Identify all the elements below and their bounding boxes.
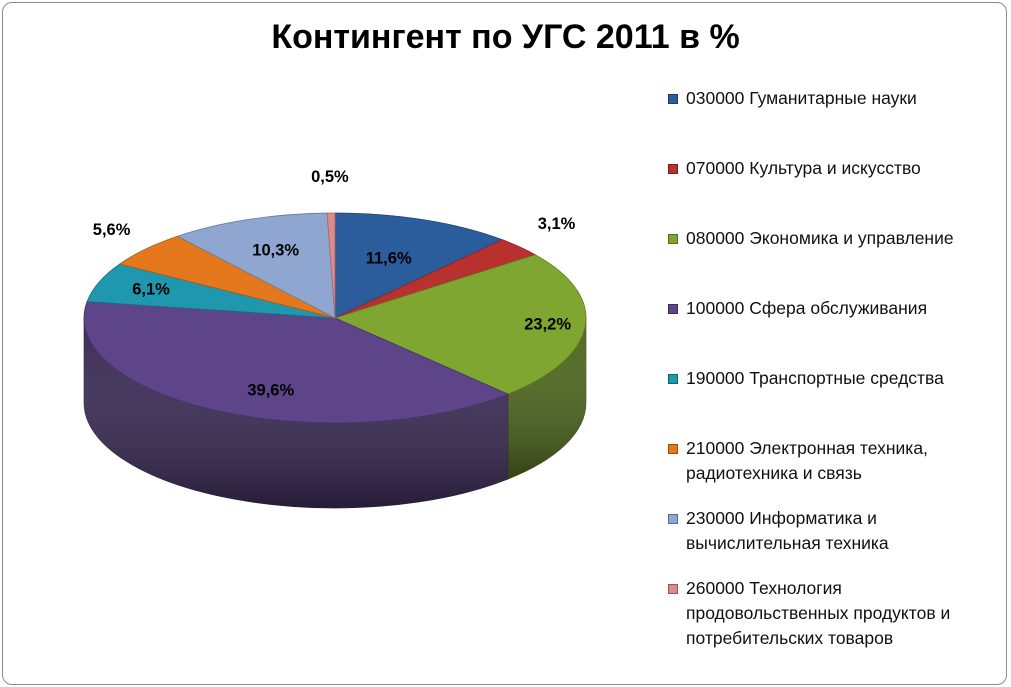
legend-marker <box>668 94 678 104</box>
data-label: 23,2% <box>524 316 571 334</box>
data-label: 39,6% <box>247 381 294 399</box>
data-label: 10,3% <box>252 241 299 259</box>
legend-label: 030000 Гуманитарные науки <box>686 88 917 108</box>
legend-marker <box>668 584 678 594</box>
legend-marker <box>668 304 678 314</box>
legend-label: 230000 Информатика и вычислительная техн… <box>686 508 889 553</box>
pie-slice <box>326 212 336 319</box>
legend-marker <box>668 374 678 384</box>
pie-slice <box>83 301 510 424</box>
legend-label: 190000 Транспортные средства <box>686 368 944 388</box>
pie-slice <box>176 212 336 319</box>
data-label: 3,1% <box>538 215 576 233</box>
pie-slice <box>333 254 587 395</box>
legend-marker <box>668 234 678 244</box>
legend-label: 070000 Культура и искусство <box>686 158 921 178</box>
legend-marker <box>668 444 678 454</box>
pie-slice-side-shade <box>84 318 508 509</box>
legend-label: 260000 Технология продовольственных прод… <box>686 578 951 648</box>
data-label: 5,6% <box>93 221 131 239</box>
legend-marker <box>668 514 678 524</box>
chart-title: Контингент по УГС 2011 в % <box>271 18 740 56</box>
pie-slice <box>334 212 504 319</box>
legend-label: 100000 Сфера обслуживания <box>686 298 928 318</box>
data-label: 6,1% <box>132 280 170 298</box>
legend-marker <box>668 164 678 174</box>
legend-label: 080000 Экономика и управление <box>686 228 954 248</box>
pie-slice-side-shade <box>507 318 586 480</box>
data-label: 0,5% <box>311 168 349 186</box>
legend-label: 210000 Электронная техника, радиотехника… <box>686 438 928 483</box>
data-label: 11,6% <box>366 249 412 267</box>
